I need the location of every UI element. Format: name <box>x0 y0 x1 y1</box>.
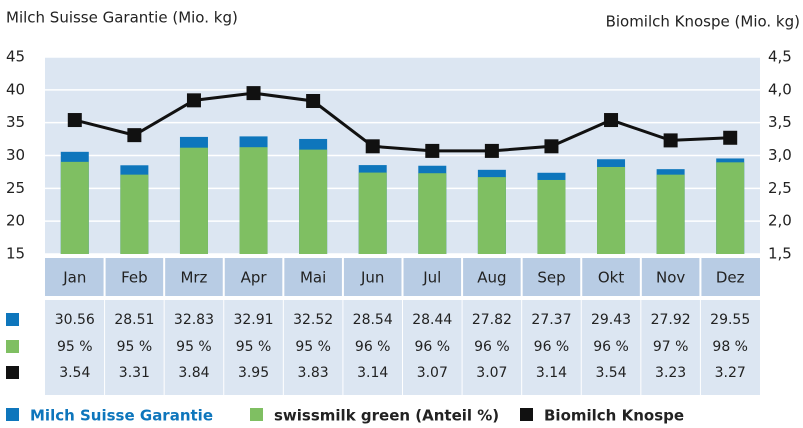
table-value: 28.54 <box>353 312 393 328</box>
line-marker <box>127 128 142 143</box>
legend-swatch <box>250 408 263 421</box>
x-tick-label: Okt <box>598 269 624 287</box>
bar-green <box>716 162 745 254</box>
y-tick-label: 45 <box>6 48 25 66</box>
legend-label: Biomilch Knospe <box>544 407 684 425</box>
line-marker <box>604 113 619 128</box>
x-tick-label: Mrz <box>180 269 207 287</box>
bar-green <box>120 174 149 254</box>
y2-tick-label: 4,5 <box>768 48 792 66</box>
x-tick-label: Jul <box>422 269 441 287</box>
y2-tick-label: 3,0 <box>768 146 792 164</box>
table-value: 3.31 <box>119 365 150 381</box>
x-tick-label: Apr <box>241 269 268 287</box>
bar-green <box>239 147 268 254</box>
table-value: 98 % <box>712 339 748 355</box>
table-value: 3.07 <box>417 365 448 381</box>
table-swatch <box>6 340 19 353</box>
bar-green <box>418 173 447 254</box>
table-value: 96 % <box>474 339 510 355</box>
y-tick-label: 35 <box>6 113 25 131</box>
line-marker <box>663 133 678 148</box>
y2-tick-label: 2,0 <box>768 212 792 230</box>
y2-axis-title: Biomilch Knospe (Mio. kg) <box>606 13 800 31</box>
bar-green <box>299 149 328 254</box>
y2-tick-label: 1,5 <box>768 245 792 263</box>
bar-green <box>477 177 506 254</box>
line-marker <box>365 139 380 154</box>
table-value: 27.37 <box>531 312 571 328</box>
y2-tick-label: 2,5 <box>768 179 792 197</box>
table-value: 27.82 <box>472 312 512 328</box>
line-marker <box>67 113 82 128</box>
line-marker <box>425 143 440 158</box>
x-tick-label: Nov <box>656 269 685 287</box>
line-marker <box>246 86 261 101</box>
x-tick-label: Dez <box>716 269 745 287</box>
table-value: 95 % <box>57 339 93 355</box>
table-value: 3.84 <box>178 365 209 381</box>
table-value: 28.44 <box>412 312 452 328</box>
y-tick-label: 40 <box>6 80 25 98</box>
table-value: 32.83 <box>174 312 214 328</box>
table-value: 3.23 <box>655 365 686 381</box>
table-value: 3.07 <box>476 365 507 381</box>
line-marker <box>723 130 738 145</box>
table-value: 29.43 <box>591 312 631 328</box>
y-tick-label: 20 <box>6 212 25 230</box>
table-value: 27.92 <box>651 312 691 328</box>
y2-tick-label: 4,0 <box>768 80 792 98</box>
y2-tick-label: 3,5 <box>768 113 792 131</box>
table-value: 95 % <box>295 339 331 355</box>
x-tick-label: Sep <box>537 269 565 287</box>
y-tick-label: 25 <box>6 179 25 197</box>
table-value: 32.52 <box>293 312 333 328</box>
x-tick-label: Mai <box>300 269 326 287</box>
table-swatch <box>6 366 19 379</box>
y-tick-label: 15 <box>6 245 25 263</box>
bar-green <box>60 161 89 254</box>
table-value: 3.54 <box>595 365 626 381</box>
table-value: 96 % <box>593 339 629 355</box>
table-value: 3.14 <box>357 365 388 381</box>
bar-green <box>537 179 566 254</box>
line-marker <box>544 139 559 154</box>
x-tick-label: Aug <box>477 269 506 287</box>
line-marker <box>186 93 201 108</box>
x-tick-label: Jan <box>62 269 86 287</box>
table-value: 95 % <box>117 339 153 355</box>
table-value: 29.55 <box>710 312 750 328</box>
table-value: 95 % <box>236 339 272 355</box>
x-tick-label: Jun <box>360 269 384 287</box>
line-marker <box>484 143 499 158</box>
legend-swatch <box>6 408 19 421</box>
table-value: 3.54 <box>59 365 90 381</box>
bar-green <box>179 147 208 254</box>
table-value: 3.95 <box>238 365 269 381</box>
y-tick-label: 30 <box>6 146 25 164</box>
legend-swatch <box>520 408 533 421</box>
table-value: 32.91 <box>233 312 273 328</box>
table-value: 96 % <box>415 339 451 355</box>
table-value: 3.14 <box>536 365 567 381</box>
line <box>74 91 731 153</box>
table-value: 95 % <box>176 339 212 355</box>
table-value: 30.56 <box>55 312 95 328</box>
y-axis-title: Milch Suisse Garantie (Mio. kg) <box>6 9 238 27</box>
table-value: 3.27 <box>715 365 746 381</box>
legend-label: Milch Suisse Garantie <box>30 407 213 425</box>
table-value: 96 % <box>355 339 391 355</box>
bar-green <box>656 174 685 254</box>
table-swatch <box>6 313 19 326</box>
bar-green <box>358 172 387 254</box>
line-marker <box>306 93 321 108</box>
legend-label: swissmilk green (Anteil %) <box>274 407 499 425</box>
bar-green <box>597 166 626 254</box>
table-value: 97 % <box>653 339 689 355</box>
table-value: 3.83 <box>298 365 329 381</box>
table-value: 28.51 <box>114 312 154 328</box>
table-value: 96 % <box>534 339 570 355</box>
x-tick-label: Feb <box>121 269 148 287</box>
